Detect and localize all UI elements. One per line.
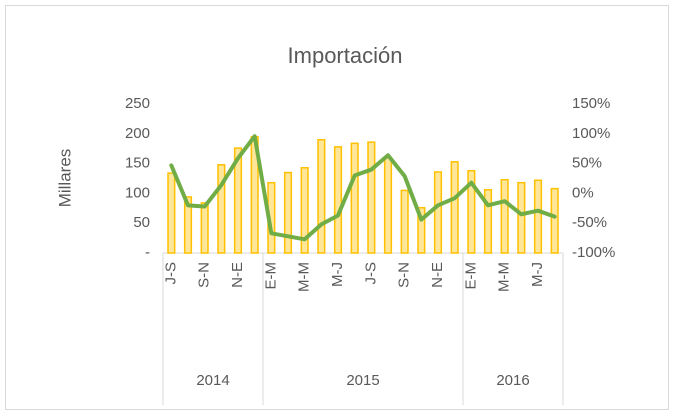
y2-tick-label: 50% <box>572 155 602 172</box>
x-tick-label: M-J <box>529 262 546 287</box>
y-tick-label: 250 <box>125 95 150 112</box>
y-tick-label: 150 <box>125 155 150 172</box>
x-tick-label: S-N <box>196 262 213 288</box>
y-tick-label: 200 <box>125 125 150 142</box>
y2-tick-label: -100% <box>572 244 615 261</box>
x-tick-label: M-J <box>329 262 346 287</box>
bar <box>500 178 509 254</box>
x-tick-label: N-E <box>429 262 446 288</box>
bar <box>283 171 293 254</box>
bar <box>300 167 309 254</box>
group-label: 2015 <box>346 372 379 389</box>
y-axis-title: Millares <box>55 149 74 208</box>
bar <box>483 189 493 254</box>
bar <box>533 179 543 254</box>
x-tick-label: E-M <box>462 262 479 290</box>
x-tick-label: J-S <box>362 262 379 285</box>
y2-tick-label: 100% <box>572 125 610 142</box>
y-tick-label: 50 <box>133 214 150 231</box>
bar <box>183 196 193 254</box>
bar <box>350 142 359 254</box>
chart-title: Importación <box>288 43 403 68</box>
bar <box>333 146 343 254</box>
bar <box>450 161 459 254</box>
x-tick-label: E-M <box>262 262 279 290</box>
bar <box>367 141 376 254</box>
bar <box>383 156 393 254</box>
bar <box>233 147 243 254</box>
y2-tick-label: 0% <box>572 184 594 201</box>
bar <box>400 189 409 254</box>
x-tick-label: N-E <box>229 262 246 288</box>
line <box>169 134 557 242</box>
x-tick-label: M-M <box>296 262 313 292</box>
y2-tick-label: 150% <box>572 95 610 112</box>
y-tick-label: - <box>145 244 150 261</box>
bar <box>433 171 443 254</box>
bar <box>550 187 559 254</box>
y-tick-label: 100 <box>125 184 150 201</box>
bar <box>517 181 526 254</box>
x-tick-label: S-N <box>396 262 413 288</box>
bar <box>417 206 426 254</box>
bar <box>467 170 476 254</box>
x-tick-label: M-M <box>496 262 513 292</box>
group-label: 2016 <box>496 372 529 389</box>
bar <box>200 202 209 254</box>
bar <box>217 164 226 254</box>
bar <box>317 139 326 254</box>
bar <box>167 172 176 254</box>
group-label: 2014 <box>196 372 229 389</box>
x-tick-label: J-S <box>162 262 179 285</box>
y2-tick-label: -50% <box>572 214 607 231</box>
